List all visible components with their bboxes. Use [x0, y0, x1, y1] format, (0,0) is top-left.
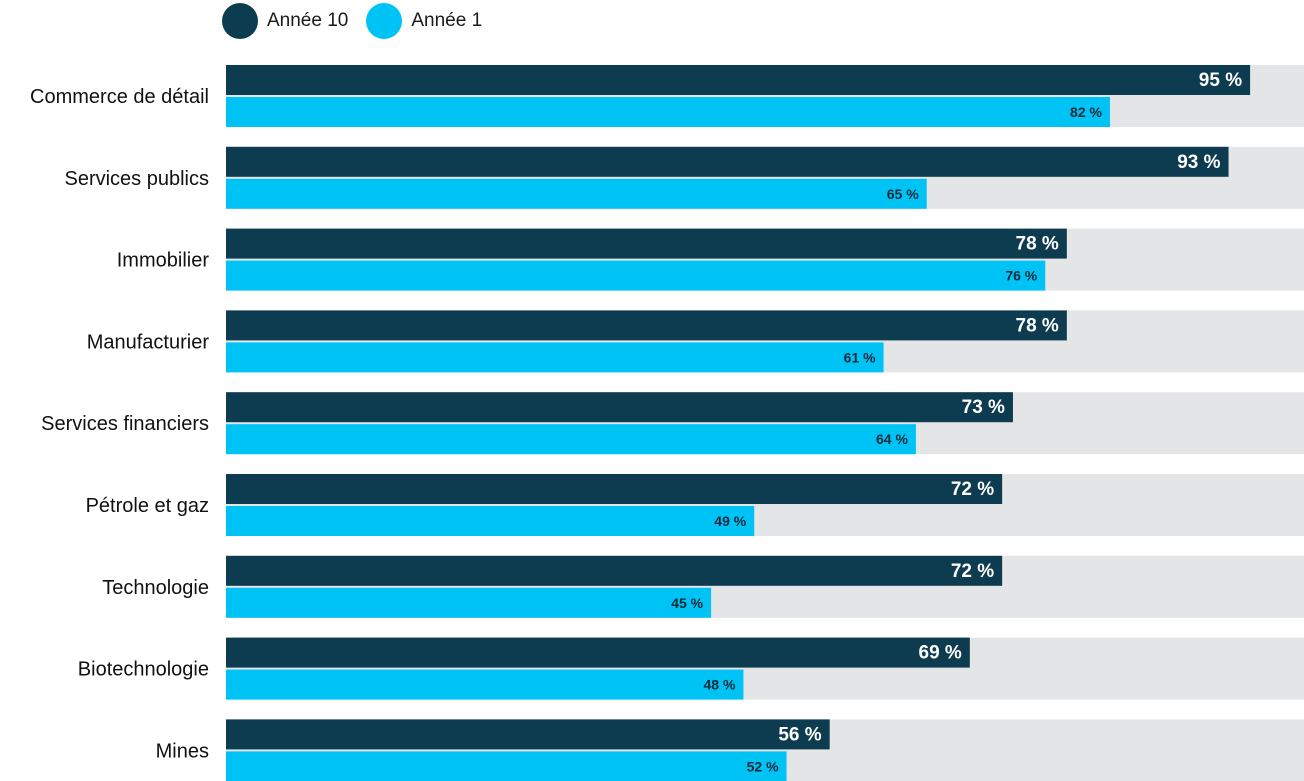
legend-item-annee-10: Année 10 — [222, 3, 348, 39]
data-label: 78 % — [1016, 315, 1059, 336]
bar-annee-1 — [226, 506, 755, 536]
category-label: Immobilier — [117, 250, 210, 272]
data-label: 48 % — [704, 677, 736, 693]
data-label: 95 % — [1199, 70, 1242, 91]
bar-annee-1 — [226, 587, 712, 618]
bar-annee-10 — [226, 555, 1003, 586]
bar-annee-10 — [226, 474, 1003, 504]
legend-swatch-annee-1 — [366, 3, 403, 39]
data-label: 69 % — [919, 643, 962, 664]
data-label: 65 % — [887, 186, 919, 202]
category-label: Services publics — [64, 168, 209, 190]
bar-annee-1 — [226, 342, 884, 373]
bar-annee-1 — [226, 424, 916, 455]
category-label: Technologie — [102, 577, 209, 599]
category-label: Commerce de détail — [30, 86, 209, 108]
data-label: 61 % — [844, 349, 876, 365]
data-label: 76 % — [1005, 268, 1037, 284]
bar-annee-1 — [226, 178, 927, 209]
bar-annee-10 — [226, 637, 970, 668]
bar-annee-10 — [226, 228, 1067, 259]
legend: Année 10 Année 1 — [222, 2, 500, 40]
legend-swatch-annee-10 — [222, 3, 258, 39]
data-label: 78 % — [1016, 234, 1059, 255]
data-label: 73 % — [962, 397, 1005, 418]
data-label: 45 % — [671, 595, 703, 611]
bar-annee-10 — [226, 719, 830, 750]
category-label: Biotechnologie — [78, 659, 209, 681]
category-label: Services financiers — [41, 413, 209, 435]
bar-annee-10 — [226, 65, 1251, 95]
legend-label-annee-1: Année 1 — [411, 10, 483, 31]
data-label: 93 % — [1177, 152, 1220, 173]
bar-annee-1 — [226, 669, 744, 700]
bar-annee-10 — [226, 392, 1013, 423]
legend-label-annee-10: Année 10 — [267, 10, 349, 31]
category-label: Pétrole et gaz — [86, 495, 209, 517]
bar-annee-1 — [226, 260, 1046, 291]
data-label: 82 % — [1070, 104, 1102, 120]
data-label: 64 % — [876, 431, 908, 447]
data-label: 72 % — [951, 479, 994, 500]
category-label: Manufacturier — [87, 331, 210, 353]
legend-item-annee-1: Année 1 — [366, 3, 482, 39]
bar-annee-1 — [226, 97, 1110, 127]
data-label: 49 % — [714, 513, 746, 529]
bar-annee-1 — [226, 751, 787, 781]
data-label: 56 % — [778, 724, 821, 745]
bar-annee-10 — [226, 146, 1229, 177]
data-label: 72 % — [951, 561, 994, 582]
category-label: Mines — [156, 740, 209, 762]
data-label: 52 % — [747, 758, 779, 774]
bar-annee-10 — [226, 310, 1067, 341]
